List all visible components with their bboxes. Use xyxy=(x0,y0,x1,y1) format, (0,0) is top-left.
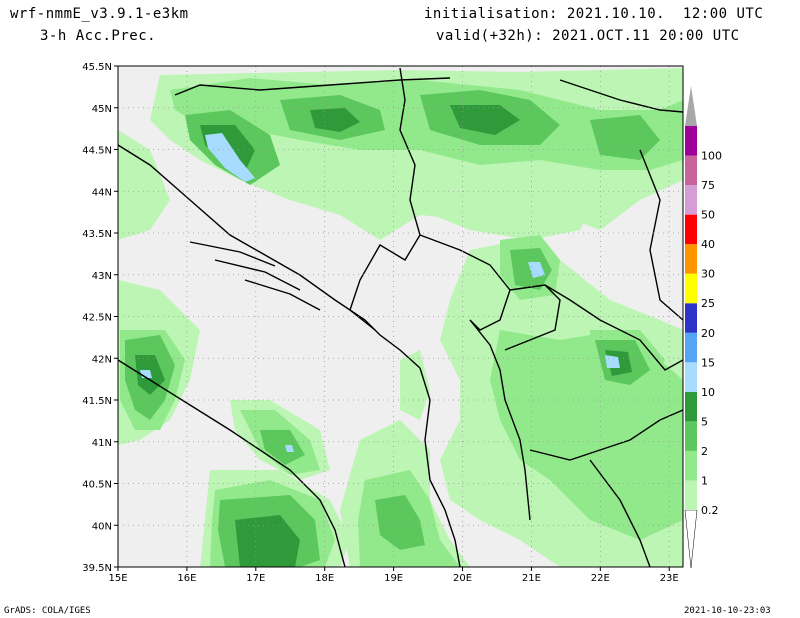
lat-tick-label: 45N xyxy=(92,104,112,115)
legend-label: 5 xyxy=(701,415,708,428)
lat-tick-label: 40N xyxy=(92,521,112,532)
legend-swatch xyxy=(685,244,697,274)
legend-swatch xyxy=(685,303,697,333)
lat-tick-label: 42N xyxy=(92,354,112,365)
lat-tick-label: 40.5N xyxy=(82,480,112,491)
legend-swatch xyxy=(685,391,697,422)
lat-tick-label: 42.5N xyxy=(82,313,112,324)
init-time: initialisation: 2021.10.10. 12:00 UTC xyxy=(424,6,764,22)
lon-tick-label: 17E xyxy=(246,573,265,584)
lat-tick-label: 43N xyxy=(92,271,112,282)
footer-right: 2021-10-10-23:03 xyxy=(684,606,771,616)
legend-label: 30 xyxy=(701,268,715,281)
legend-swatch xyxy=(685,421,697,451)
field-title: 3-h Acc.Prec. xyxy=(40,28,157,44)
lon-tick-label: 16E xyxy=(177,573,196,584)
legend-swatch xyxy=(685,214,697,245)
lon-tick-label: 22E xyxy=(591,573,610,584)
legend-swatch xyxy=(685,185,697,215)
valid-time: valid(+32h): 2021.OCT.11 20:00 UTC xyxy=(436,28,740,44)
grid xyxy=(118,66,683,567)
legend-label: 75 xyxy=(701,179,715,192)
footer-left: GrADS: COLA/IGES xyxy=(4,606,91,616)
lat-tick-label: 41N xyxy=(92,438,112,449)
lon-tick-label: 19E xyxy=(384,573,403,584)
legend-label: 100 xyxy=(701,150,722,163)
lon-tick-label: 20E xyxy=(453,573,472,584)
lon-tick-label: 21E xyxy=(522,573,541,584)
legend-top-arrow xyxy=(685,86,697,126)
legend-label: 20 xyxy=(701,327,715,340)
legend-swatch xyxy=(685,480,697,510)
lakes xyxy=(140,133,620,452)
legend-swatch xyxy=(685,155,697,186)
legend-swatch xyxy=(685,450,697,481)
lat-tick-label: 44N xyxy=(92,187,112,198)
lat-tick-label: 44.5N xyxy=(82,146,112,157)
precip-band-5 xyxy=(135,105,632,567)
model-title: wrf-nmmE_v3.9.1-e3km xyxy=(10,6,189,22)
legend-swatch xyxy=(685,273,697,304)
legend-bottom-arrow xyxy=(684,509,698,569)
lat-tick-labels: 39.5N 40N 40.5N 41N 41.5N 42N 42.5N 43N 43.5N 44N… xyxy=(82,62,118,574)
legend-swatch xyxy=(685,332,697,363)
lat-tick-label: 43.5N xyxy=(82,229,112,240)
lon-tick-label: 23E xyxy=(660,573,679,584)
lat-tick-label: 41.5N xyxy=(82,396,112,407)
legend-label: 40 xyxy=(701,238,715,251)
precip-field xyxy=(118,68,683,567)
legend-label: 10 xyxy=(701,386,715,399)
legend-label: 50 xyxy=(701,209,715,222)
lon-tick-labels: 15E 16E 17E 18E 19E 20E 21E 22E 23E xyxy=(108,567,679,584)
lat-tick-label: 45.5N xyxy=(82,62,112,73)
legend-label: 0.2 xyxy=(701,504,719,517)
legend-label: 15 xyxy=(701,356,715,369)
legend-label: 1 xyxy=(701,474,708,487)
legend-label: 25 xyxy=(701,297,715,310)
coastlines-borders xyxy=(118,67,683,567)
lon-tick-label: 18E xyxy=(315,573,334,584)
lat-tick-label: 39.5N xyxy=(82,563,112,574)
legend-label: 2 xyxy=(701,445,708,458)
legend-swatch xyxy=(685,126,697,156)
lon-tick-label: 15E xyxy=(108,573,127,584)
legend-swatch xyxy=(685,362,697,392)
